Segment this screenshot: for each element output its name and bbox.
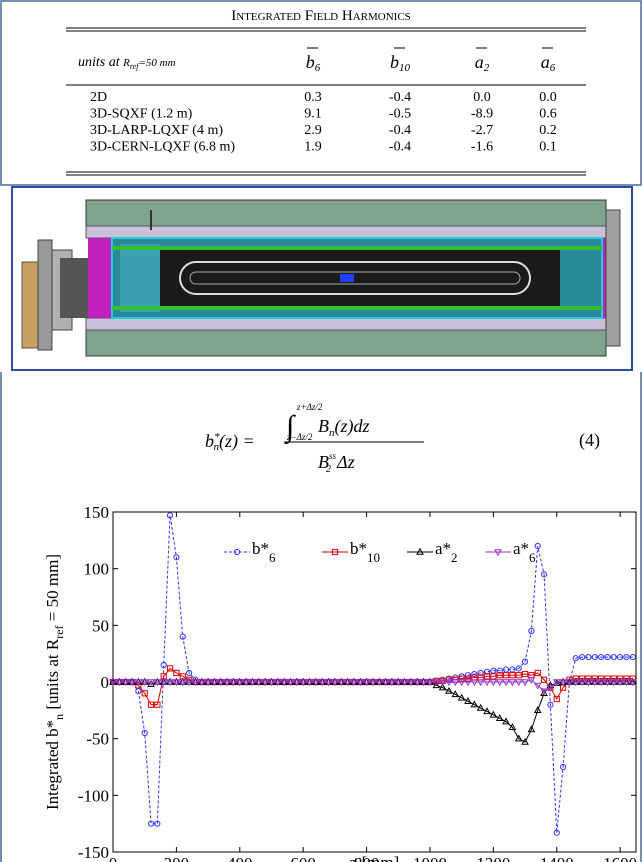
row-label: 3D-SQXF (1.2 m) [90, 107, 193, 122]
table-header-label: units at Rref=50 mm [78, 55, 176, 71]
text-part: b [390, 52, 399, 72]
column-header: b6 [306, 52, 321, 74]
legend-entry: a*2 [407, 539, 458, 565]
text-part: B [318, 416, 329, 436]
text-part: 6 [529, 550, 536, 565]
text-part: ref [52, 625, 66, 638]
series [110, 678, 636, 695]
cell: 0.3 [304, 90, 322, 105]
text-part: 10 [399, 62, 411, 74]
legend-label: a*2 [435, 539, 458, 565]
text-part: =50 mm [138, 57, 175, 69]
y-tick-label: 50 [92, 616, 109, 635]
cell: -0.4 [389, 140, 411, 155]
cell: -8.9 [471, 107, 493, 122]
cell: -0.5 [389, 107, 411, 122]
page-canvas: Integrated Field Harmonics units at Rref=… [0, 0, 642, 862]
cell: 0.1 [539, 140, 557, 155]
cell: 0.0 [539, 90, 557, 105]
text-part: a [541, 52, 550, 72]
y-tick-label: -50 [86, 730, 109, 749]
text-part: 2 [484, 62, 490, 74]
x-tick-label: 600 [290, 854, 316, 862]
equation-number: (4) [579, 430, 600, 451]
y-tick-label: -150 [78, 843, 109, 862]
cell: -1.6 [471, 140, 493, 155]
cell: -0.4 [389, 123, 411, 138]
text-part: 2 [451, 550, 458, 565]
legend-label: b*6 [252, 539, 276, 565]
cell: 9.1 [304, 107, 322, 122]
text-part: ss [329, 451, 337, 461]
row-label: 3D-CERN-LQXF (6.8 m) [90, 140, 235, 155]
text-part: 2 [326, 464, 331, 475]
text-part: a [475, 52, 484, 72]
text-part: (z) = [219, 431, 255, 452]
text-part: b [306, 52, 315, 72]
legend-label: b*10 [350, 539, 380, 565]
column-header: a6 [541, 52, 556, 74]
x-tick-label: 1200 [476, 854, 510, 862]
column-header: b10 [390, 52, 411, 74]
x-tick-label: 1000 [413, 854, 447, 862]
text-part: Δz [336, 452, 355, 472]
text-part: units at [78, 55, 123, 70]
x-tick-label: 200 [164, 854, 190, 862]
text-part: 6 [269, 550, 276, 565]
x-tick-label: 1600 [603, 854, 637, 862]
text-part: [units at R [43, 638, 62, 714]
text-part: b* [252, 539, 269, 558]
y-tick-label: 0 [101, 673, 110, 692]
column-header: a2 [475, 52, 490, 74]
row-label: 2D [90, 90, 107, 105]
x-tick-label: 1400 [540, 854, 574, 862]
cell: -2.7 [471, 123, 493, 138]
row-label: 3D-LARP-LQXF (4 m) [90, 123, 223, 138]
text-part: 10 [367, 550, 380, 565]
equation-denominator: Bss2Δz [318, 451, 355, 475]
page: Integrated Field Harmonics units at Rref=… [0, 0, 642, 862]
legend-label: a*6 [513, 539, 536, 565]
cell: 0.0 [473, 90, 491, 105]
legend-entry: a*6 [485, 539, 536, 565]
text-part: = 50 mm] [43, 554, 62, 625]
y-tick-label: 150 [84, 503, 110, 522]
x-axis-label: z [mm] [350, 853, 400, 862]
table-title: Integrated Field Harmonics [231, 8, 411, 24]
cell: -0.4 [389, 90, 411, 105]
cell: 0.2 [539, 123, 557, 138]
series [110, 679, 636, 744]
magnet-drawing [22, 200, 620, 356]
text-part: 6 [550, 62, 556, 74]
cell: 2.9 [304, 123, 322, 138]
text-part: Integrated b* [43, 720, 62, 810]
y-axis-label: Integrated b*n [units at Rref = 50 mm] [43, 554, 66, 810]
cell: 1.9 [304, 140, 322, 155]
legend-entry: b*6 [224, 539, 276, 565]
y-tick-label: -100 [78, 786, 109, 805]
series-line [113, 682, 633, 742]
x-tick-label: 400 [227, 854, 253, 862]
integral-lower: z−Δz/2 [286, 432, 313, 442]
x-tick-label: 0 [109, 854, 118, 862]
text-part: b* [350, 539, 367, 558]
integral-upper: z+Δz/2 [296, 402, 323, 412]
text-part: a* [513, 539, 529, 558]
equation-lhs: b*n(z) = [205, 431, 255, 453]
equation-numerator: Bn(z)dz [318, 416, 370, 439]
y-tick-label: 100 [84, 560, 110, 579]
text-part: (z)dz [335, 416, 370, 437]
legend-entry: b*10 [322, 539, 380, 565]
cell: 0.6 [539, 107, 557, 122]
text-part: 6 [315, 62, 321, 74]
text-part: a* [435, 539, 451, 558]
